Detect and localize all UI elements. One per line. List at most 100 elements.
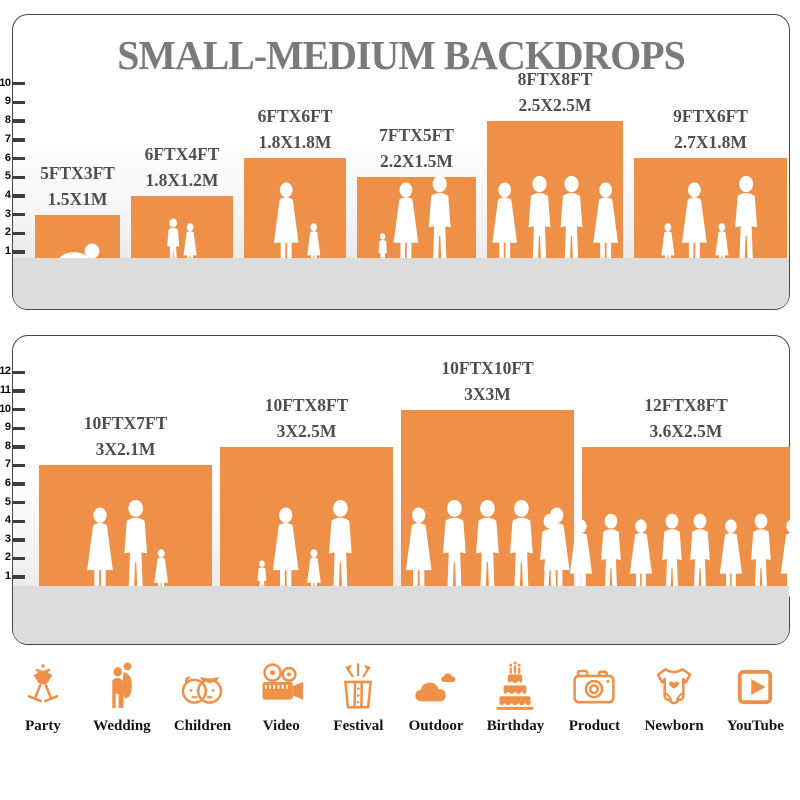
axis-tick <box>12 519 25 523</box>
floor-bottom <box>13 586 789 644</box>
axis-tick-label: 3 <box>4 532 11 545</box>
category-label: Birthday <box>486 718 545 734</box>
panel-small-medium: SMALL-MEDIUM BACKDROPS 1 2 3 4 5 6 7 8 9 10 5FTX3… <box>0 14 790 310</box>
category-youtube: YouTube <box>727 660 784 735</box>
axis-tick <box>12 212 25 217</box>
bar-label: 8FTX8FT 2.5X2.5M <box>518 66 593 118</box>
man-silhouette <box>601 513 621 596</box>
man-silhouette <box>509 500 533 595</box>
axis-tick <box>12 119 25 123</box>
axis-tick-label: 12 <box>0 365 11 378</box>
silhouette-group <box>80 499 170 598</box>
category-label: Newborn <box>644 718 704 734</box>
man-silhouette <box>442 500 466 595</box>
bar-label: 10FTX8FT 3X2.5M <box>265 392 349 444</box>
bar-size-m: 2.7X1.8M <box>674 132 747 152</box>
page-title: SMALL-MEDIUM BACKDROPS <box>117 32 685 78</box>
axis-tick-label: 11 <box>0 384 11 396</box>
bar-label: 6FTX6FT 1.8X1.8M <box>258 103 333 155</box>
axis-tick-label: 4 <box>4 514 11 527</box>
axis-tick-label: 1 <box>4 570 11 582</box>
category-row: Party Wedding Children Video F <box>16 660 784 735</box>
axis-tick <box>12 426 25 430</box>
axis-tick-label: 10 <box>0 76 11 89</box>
bar-size-m: 3.6X2.5M <box>649 421 723 441</box>
axis-tick-label: 3 <box>4 207 11 220</box>
bar-label: 12FTX8FT 3.6X2.5M <box>644 392 728 444</box>
bar-label: 9FTX6FT 2.7X1.8M <box>673 103 748 155</box>
man-silhouette <box>690 513 711 596</box>
axis-tick-label: 5 <box>4 495 11 508</box>
man-silhouette <box>123 500 147 595</box>
bar-label: 5FTX3FT 1.5X1M <box>40 160 115 212</box>
axis-tick-label: 5 <box>4 170 11 183</box>
woman-silhouette <box>86 507 113 597</box>
axis-tick <box>12 482 25 486</box>
man-silhouette <box>328 500 352 595</box>
video-icon <box>254 660 308 714</box>
axis-tick <box>12 194 25 198</box>
backdrop-bar-10ftx7ft: 10FTX7FT 3X2.1M <box>39 413 212 598</box>
bar-size-m: 3X3M <box>464 384 511 404</box>
man-silhouette <box>735 175 758 268</box>
bar-size-ft: 10FTX10FT <box>441 358 534 378</box>
bar-size-ft: 8FTX8FT <box>517 69 593 89</box>
product-icon <box>567 660 621 714</box>
silhouette-group <box>536 513 800 599</box>
axis-tick-label: 10 <box>0 402 11 415</box>
bar-label: 10FTX10FT 3X3M <box>441 355 533 407</box>
category-birthday: Birthday <box>486 660 545 735</box>
bar-size-ft: 6FTX6FT <box>257 106 333 126</box>
man-silhouette <box>661 513 682 596</box>
man-silhouette <box>476 500 499 595</box>
axis-tick-label: 6 <box>4 151 11 164</box>
woman-silhouette <box>492 182 517 269</box>
backdrop-bar-12ftx8ft: 12FTX8FT 3.6X2.5M <box>540 395 800 597</box>
woman-silhouette <box>682 182 707 269</box>
backdrop-bar-7ftx5ft: 7FTX5FT 2.2X1.5M <box>357 125 476 269</box>
backdrop-bar-6ftx6ft: 6FTX6FT 1.8X1.8M <box>244 106 346 270</box>
backdrop-bar-5ftx3ft: 5FTX3FT 1.5X1M <box>35 163 120 270</box>
category-product: Product <box>567 660 621 735</box>
axis-tick-label: 1 <box>4 245 11 257</box>
category-video: Video <box>254 660 308 735</box>
axis-tick-label: 9 <box>4 421 11 434</box>
bar-size-ft: 6FTX4FT <box>144 144 220 164</box>
axis-tick-label: 8 <box>4 114 11 127</box>
bar-size-ft: 12FTX8FT <box>644 395 728 415</box>
axis-tick <box>12 407 25 412</box>
woman-silhouette <box>405 507 432 597</box>
man-silhouette <box>428 175 451 268</box>
man-silhouette <box>560 175 582 268</box>
woman-silhouette <box>593 182 618 269</box>
category-party: Party <box>16 660 70 735</box>
newborn-icon <box>647 660 701 714</box>
outdoor-icon <box>409 660 463 714</box>
panel-medium-large: 1 2 3 4 5 6 7 8 9 10 11 12 10FTX7FT 3X2.1M 10FTX8FT… <box>0 335 800 645</box>
woman-silhouette <box>569 519 592 597</box>
bar-size-ft: 10FTX8FT <box>264 395 349 415</box>
bar-size-ft: 9FTX6FT <box>673 106 748 126</box>
silhouette-group <box>377 175 456 270</box>
category-label: YouTube <box>726 718 784 734</box>
category-newborn: Newborn <box>645 660 704 735</box>
category-label: Wedding <box>93 718 151 734</box>
bar-size-m: 1.8X1.2M <box>145 170 219 190</box>
axis-tick-label: 9 <box>4 95 11 108</box>
party-icon <box>16 660 70 714</box>
axis-tick <box>12 463 25 468</box>
axis-tick <box>12 538 25 542</box>
woman-silhouette <box>272 507 299 597</box>
backdrop-bar-6ftx4ft: 6FTX4FT 1.8X1.2M <box>131 144 233 270</box>
axis-tick <box>12 82 25 86</box>
woman-silhouette <box>393 182 418 269</box>
man-silhouette <box>528 175 550 268</box>
category-label: Video <box>262 718 300 734</box>
axis-tick <box>12 138 25 142</box>
backdrop-bar-10ftx8ft: 10FTX8FT 3X2.5M <box>220 395 393 598</box>
bar-size-m: 2.5X2.5M <box>518 95 592 115</box>
axis-tick <box>12 575 25 579</box>
category-label: Product <box>568 718 621 734</box>
bar-label: 6FTX4FT 1.8X1.2M <box>145 141 220 193</box>
axis-tick <box>12 100 25 105</box>
